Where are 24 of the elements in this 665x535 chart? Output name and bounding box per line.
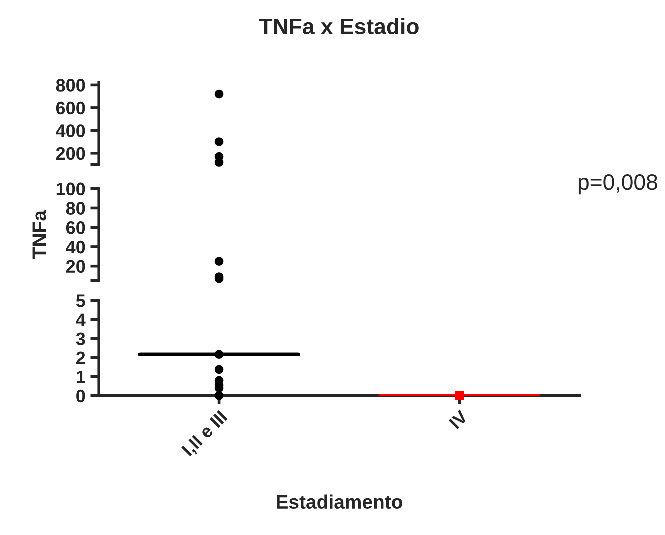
point	[214, 138, 224, 146]
y-tick-label: 60	[66, 222, 86, 234]
y-tick-label: 1	[76, 370, 86, 384]
y-tick-label: 5	[76, 294, 86, 308]
y-tick-label: 0	[76, 390, 86, 403]
x-axis-title: Estadiamento	[277, 494, 402, 510]
point	[214, 257, 224, 266]
point	[214, 90, 224, 99]
y-tick-label: 2	[76, 352, 86, 364]
y-tick-label: 200	[56, 147, 86, 160]
y-tick-label: 800	[56, 79, 86, 92]
y-tick-label: 40	[66, 240, 86, 254]
y-tick-label: 80	[66, 202, 86, 215]
y-tick-label: 20	[66, 260, 86, 274]
y-tick-label: 4	[76, 314, 86, 326]
annotation: p=0,008	[578, 174, 658, 195]
x-tick-label: IV	[448, 410, 469, 430]
y-tick-label: 600	[56, 102, 86, 115]
x-tick-label: I,II e III	[182, 410, 230, 458]
y-tick-label: 3	[76, 332, 86, 346]
y-axis-title: TNFa	[32, 210, 46, 259]
y-tick-label: 100	[56, 182, 86, 196]
y-tick-label: 400	[56, 124, 86, 138]
chart-title: TNFa x Estadio	[259, 18, 419, 35]
